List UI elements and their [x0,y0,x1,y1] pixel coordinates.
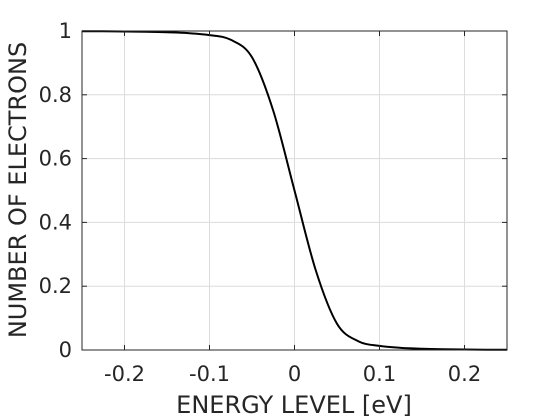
x-tick-label: 0.1 [363,362,396,386]
x-axis-label: ENERGY LEVEL [eV] [176,391,412,419]
y-tick-label: 0.6 [39,147,72,171]
y-tick-label: 0.4 [39,210,72,234]
series [81,30,508,351]
y-tick-labels: 0 0.2 0.4 0.6 0.8 1 [39,19,72,362]
y-tick-label: 1 [59,19,72,43]
x-tick-label: 0.2 [448,362,481,386]
x-tick-labels: -0.2 -0.1 0 0.1 0.2 [104,362,481,386]
x-tick-label: -0.2 [104,362,145,386]
y-axis-label: NUMBER OF ELECTRONS [4,42,32,338]
ticks [82,30,507,351]
y-tick-label: 0 [59,338,72,362]
y-tick-label: 0.8 [39,83,72,107]
x-tick-label: -0.1 [189,362,230,386]
x-tick-label: 0 [288,362,301,386]
series-line [81,30,508,351]
y-tick-label: 0.2 [39,274,72,298]
